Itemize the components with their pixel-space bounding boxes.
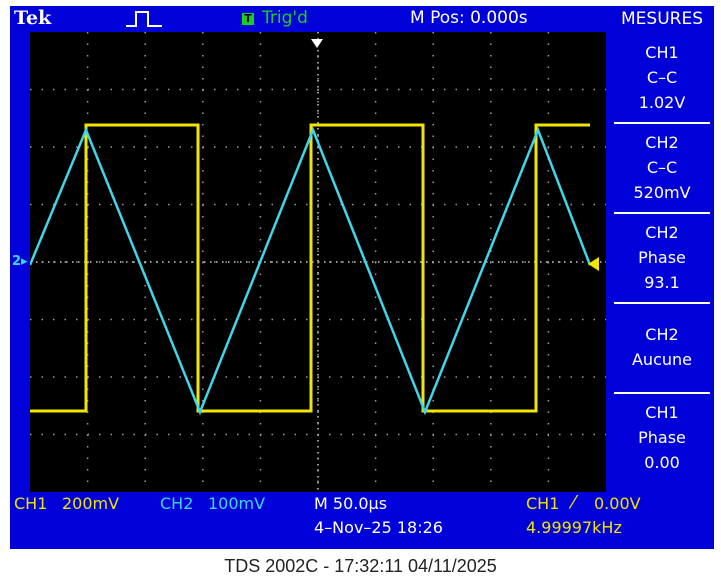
measurement-value: 0.00 (644, 453, 680, 472)
measurements-title: MESURES (621, 9, 703, 29)
grid (30, 32, 606, 492)
top-status-bar: Tek T Trig'd M Pos: 0.000s (10, 6, 610, 32)
measurement-value: 520mV (633, 183, 691, 202)
measurement-type: Phase (638, 428, 686, 447)
ch1-scale: 200mV (62, 494, 120, 513)
measurement-type: C–C (646, 158, 678, 177)
divider (614, 122, 710, 124)
measurement-value: 1.02V (638, 93, 686, 112)
ch2-ground-marker: 2▸ (12, 254, 28, 269)
frequency: 4.99997kHz (526, 518, 622, 537)
timebase: M 50.0µs (314, 494, 388, 513)
measurements-menu: MESURES CH1 C–C 1.02V CH2 C–C 520mV CH2 … (610, 6, 714, 549)
measurement-type: C–C (646, 68, 678, 87)
measurement-source: CH2 (645, 325, 679, 344)
ch2-label: CH2 (160, 494, 194, 513)
ch2-triangle-wave-trace (28, 126, 592, 416)
waveform-display (28, 32, 606, 492)
bottom-status-bar: CH1 200mV CH2 100mV M 50.0µs 4–Nov–25 18… (10, 492, 641, 549)
divider (614, 302, 710, 304)
trigger-status: Trig'd (262, 8, 308, 28)
measurement-source: CH2 (645, 223, 679, 242)
date-time: 4–Nov–25 18:26 (314, 518, 443, 537)
divider (614, 212, 710, 214)
graticule (28, 32, 606, 492)
measurement-type: Phase (638, 248, 686, 267)
footer-caption: TDS 2002C - 17:32:11 04/11/2025 (224, 556, 497, 576)
measurement-source: CH2 (645, 133, 679, 152)
trigger-slope-icon: ⁄ (572, 492, 576, 513)
measurement-source: CH1 (645, 403, 679, 422)
trigger-level-marker-icon (588, 257, 599, 271)
ch1-label: CH1 (14, 494, 48, 513)
measurement-2[interactable]: CH2 C–C 520mV (613, 130, 711, 205)
main-position: M Pos: 0.000s (410, 8, 528, 28)
measurement-type: Aucune (631, 350, 692, 369)
trigger-status-icon: T (242, 13, 254, 25)
pulse-trigger-icon (126, 11, 162, 27)
measurement-source: CH1 (645, 43, 679, 62)
ch2-ground-marker-icon: ▸ (21, 254, 28, 269)
ch1-square-wave-trace (30, 123, 590, 413)
ch2-scale: 100mV (208, 494, 266, 513)
measurement-5[interactable]: CH1 Phase 0.00 (613, 400, 711, 475)
trigger-source: CH1 (526, 494, 560, 513)
divider (614, 392, 710, 394)
brand-logo: Tek (14, 7, 52, 29)
measurement-3[interactable]: CH2 Phase 93.1 (613, 220, 711, 295)
oscilloscope-screen: Tek T Trig'd M Pos: 0.000s 2▸ MESURES CH… (10, 6, 714, 549)
measurement-4[interactable]: CH2 Aucune (613, 322, 711, 372)
measurement-1[interactable]: CH1 C–C 1.02V (613, 40, 711, 115)
trigger-position-marker-icon (311, 39, 323, 48)
measurement-value: 93.1 (644, 273, 680, 292)
trigger-level: 0.00V (594, 494, 641, 513)
